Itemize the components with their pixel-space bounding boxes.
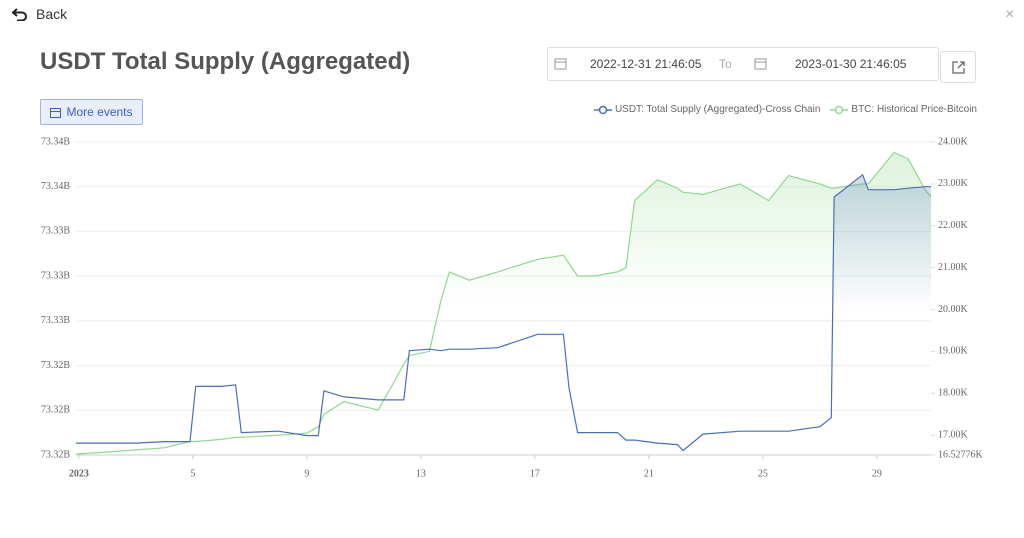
legend-item[interactable]: BTC: Historical Price-Bitcoin — [830, 104, 977, 115]
legend-label: BTC: Historical Price-Bitcoin — [851, 104, 977, 115]
events-icon — [50, 107, 62, 118]
legend-label: USDT: Total Supply (Aggregated)-Cross Ch… — [614, 104, 821, 115]
x-tick-label: 29 — [872, 468, 882, 479]
legend: USDT: Total Supply (Aggregated)-Cross Ch… — [593, 104, 977, 115]
more-events-button[interactable]: More events — [40, 99, 143, 125]
y-tick-label: 73.33B — [41, 270, 71, 281]
y2-tick-label: 18.00K — [938, 388, 969, 399]
y2-tick-label: 22.00K — [938, 220, 969, 231]
x-tick-label: 9 — [304, 468, 309, 479]
export-button[interactable] — [940, 51, 976, 83]
series-area — [76, 174, 931, 456]
y-tick-label: 73.34B — [41, 181, 71, 192]
y-tick-label: 73.32B — [41, 405, 71, 416]
y2-tick-label: 23.00K — [938, 178, 969, 189]
calendar-icon — [554, 58, 567, 70]
x-tick-label: 13 — [416, 468, 426, 479]
page-title: USDT Total Supply (Aggregated) — [40, 48, 411, 75]
y-tick-label: 73.33B — [41, 226, 71, 237]
series-line — [76, 173, 931, 452]
x-tick-label: 5 — [190, 468, 195, 479]
back-button[interactable]: Back — [12, 6, 67, 22]
series-area — [76, 152, 931, 455]
start-date[interactable]: 2022-12-31 21:46:05 — [590, 57, 702, 71]
y-tick-label: 73.34B — [41, 136, 71, 147]
x-tick-label: 17 — [530, 468, 540, 479]
y2-tick-label: 17.00K — [938, 430, 969, 441]
legend-swatch — [830, 105, 849, 114]
end-date[interactable]: 2023-01-30 21:46:05 — [795, 57, 907, 71]
y-tick-label: 73.32B — [41, 360, 71, 371]
more-events-label: More events — [66, 105, 133, 119]
y2-tick-label: 19.00K — [938, 346, 969, 357]
y2-tick-label: 24.00K — [938, 136, 969, 147]
export-icon — [952, 61, 965, 74]
x-tick-label: 25 — [758, 468, 768, 479]
back-icon — [12, 8, 27, 21]
back-label: Back — [36, 6, 68, 22]
y-tick-label: 73.33B — [41, 315, 71, 326]
x-tick-label: 21 — [644, 468, 654, 479]
to-label: To — [719, 57, 732, 71]
y2-tick-label: 16.52776K — [938, 449, 984, 460]
y2-tick-label: 21.00K — [938, 262, 969, 273]
calendar-icon — [754, 58, 767, 70]
y-tick-label: 73.32B — [41, 449, 71, 460]
y2-tick-label: 20.00K — [938, 304, 969, 315]
x-tick-label: 2023 — [69, 468, 89, 479]
date-range[interactable]: 2022-12-31 21:46:05 To 2023-01-30 21:46:… — [547, 47, 939, 81]
close-button[interactable]: × — [1005, 6, 1015, 23]
legend-item[interactable]: USDT: Total Supply (Aggregated)-Cross Ch… — [593, 104, 821, 115]
legend-swatch — [593, 105, 612, 114]
